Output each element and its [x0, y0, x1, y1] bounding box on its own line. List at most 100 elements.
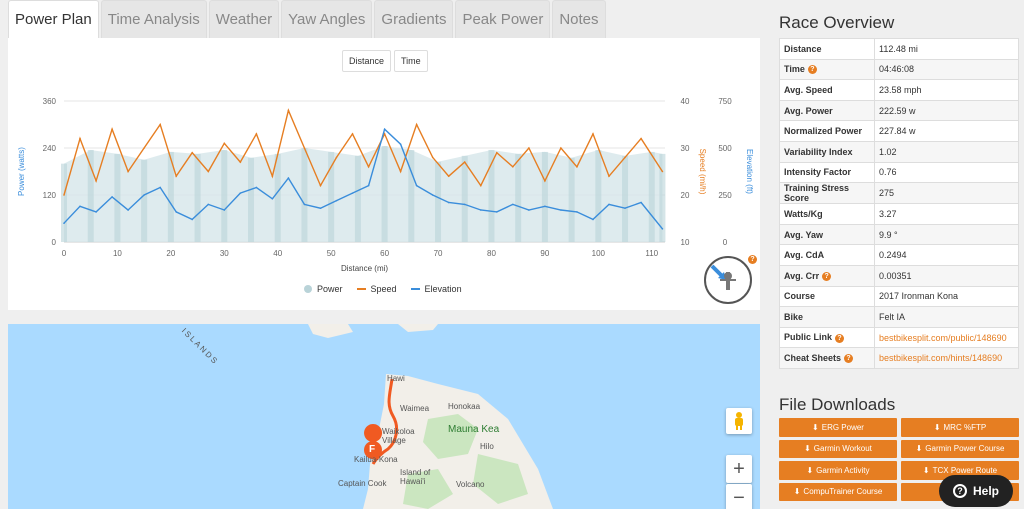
overview-row: Avg. Speed 23.58 mph: [779, 79, 1019, 101]
power-plan-chart-panel: Distance Time 0 120 240 360 10 20 30 40 0 250 500 7…: [8, 38, 760, 310]
speed-line-point: [95, 180, 97, 182]
speed-line-point: [399, 170, 402, 173]
help-icon[interactable]: ?: [835, 333, 845, 343]
legend-elevation-label: Elevation: [424, 284, 462, 294]
legend-power[interactable]: Power: [304, 284, 343, 294]
overview-value: 23.58 mph: [874, 79, 1019, 101]
axis-toggle: Distance Time: [342, 50, 428, 72]
speed-line-point: [287, 109, 290, 112]
speed-line-point: [592, 133, 594, 135]
distance-toggle-button[interactable]: Distance: [342, 50, 392, 72]
y-left-tick-label: 240: [43, 144, 57, 153]
legend-elevation-swatch: [410, 288, 420, 290]
overview-row: Variability Index 1.02: [779, 140, 1019, 163]
power-bar: [87, 149, 94, 242]
overview-key: Distance: [779, 38, 875, 60]
speed-line-point: [79, 137, 81, 140]
map-label-island: Island of Hawai'i: [400, 468, 431, 486]
tab-notes[interactable]: Notes: [552, 0, 606, 38]
tab-power-plan[interactable]: Power Plan: [8, 0, 99, 38]
tab-yaw-angles[interactable]: Yaw Angles: [281, 0, 373, 38]
help-icon[interactable]: ?: [822, 271, 832, 281]
download-button-label: CompuTrainer Course: [803, 487, 883, 497]
power-bar: [61, 163, 67, 242]
help-icon: ?: [952, 484, 967, 498]
wind-help-icon[interactable]: ?: [748, 255, 757, 264]
download-button[interactable]: ⬇ TCX Power Route: [901, 461, 1019, 480]
elevation-line-point: [287, 177, 290, 179]
download-button[interactable]: ⬇ Garmin Power Course: [901, 439, 1019, 458]
power-bar: [141, 159, 148, 242]
speed-line-point: [576, 166, 578, 168]
download-button-label: MRC %FTP: [943, 422, 987, 432]
help-icon[interactable]: ?: [844, 354, 854, 364]
wind-direction-icon[interactable]: [704, 256, 752, 304]
overview-key: Time?: [779, 58, 875, 81]
x-tick-label: 0: [62, 249, 67, 258]
power-bar: [595, 149, 602, 242]
power-bar: [488, 149, 495, 242]
time-toggle-button[interactable]: Time: [394, 50, 428, 72]
overview-link[interactable]: bestbikesplit.com/hints/148690: [879, 353, 1003, 364]
elevation-line-point: [512, 203, 514, 206]
overview-value: 222.59 w: [874, 99, 1019, 122]
course-map[interactable]: ISLANDS Hawi Honokaa Waimea Waikoloa Vil…: [8, 324, 760, 509]
overview-key: Avg. Power: [779, 99, 875, 122]
tab-peak-power[interactable]: Peak Power: [455, 0, 551, 38]
elevation-line-point: [63, 222, 65, 224]
finish-marker[interactable]: F: [369, 444, 376, 455]
overview-row: Avg. Power 222.59 w: [779, 99, 1019, 122]
speed-line-point: [335, 156, 338, 159]
download-button[interactable]: ⬇ MRC %FTP: [901, 418, 1019, 437]
download-button[interactable]: ⬇ Garmin Workout: [779, 439, 897, 458]
download-button[interactable]: ⬇ Garmin Activity: [779, 461, 897, 480]
overview-key: Intensity Factor: [779, 161, 875, 184]
help-icon[interactable]: ?: [807, 65, 817, 75]
power-bar: [301, 148, 308, 242]
x-tick-label: 20: [166, 249, 175, 258]
speed-line-point: [111, 128, 113, 130]
zoom-out-button[interactable]: −: [726, 484, 752, 509]
elevation-line-point: [223, 209, 226, 211]
overview-link[interactable]: bestbikesplit.com/public/148690: [879, 332, 1007, 343]
download-button[interactable]: ⬇ ERG Power: [779, 418, 897, 437]
speed-line-point: [479, 184, 482, 187]
speed-line-point: [512, 166, 514, 168]
power-bar: [248, 157, 255, 242]
overview-key: Watts/Kg: [779, 203, 875, 225]
power-bar: [221, 149, 228, 242]
tab-weather[interactable]: Weather: [208, 0, 280, 38]
help-button[interactable]: ? Help: [939, 475, 1013, 507]
power-bar: [659, 153, 666, 242]
x-axis-title: Distance (mi): [341, 264, 388, 273]
y-left-tick-label: 120: [43, 191, 57, 200]
speed-line-point: [463, 161, 466, 163]
overview-key-label: Training Stress Score: [784, 183, 850, 204]
elevation-line-point: [624, 207, 626, 209]
elevation-line-point: [175, 211, 178, 213]
power-bar: [408, 149, 415, 242]
tab-gradients[interactable]: Gradients: [374, 0, 454, 38]
speed-line-point: [367, 166, 370, 168]
elevation-line-point: [335, 199, 338, 202]
overview-key: Variability Index: [779, 140, 875, 163]
speed-line-point: [207, 170, 210, 173]
legend-elevation[interactable]: Elevation: [410, 284, 462, 294]
elevation-line-point: [415, 184, 418, 187]
speed-line-point: [528, 147, 530, 149]
overview-key-label: Time: [784, 64, 805, 75]
download-button[interactable]: ⬇ CompuTrainer Course: [779, 482, 897, 501]
overview-key: Course: [779, 285, 875, 308]
zoom-in-button[interactable]: +: [726, 455, 752, 483]
elevation-line-point: [447, 201, 450, 204]
overview-key-label: Avg. Power: [784, 105, 833, 116]
tab-time-analysis[interactable]: Time Analysis: [100, 0, 207, 38]
overview-value: 0.76: [874, 161, 1019, 184]
x-tick-label: 90: [540, 249, 549, 258]
street-view-pegman-icon[interactable]: [726, 408, 752, 434]
elevation-line-point: [431, 194, 434, 196]
legend-speed[interactable]: Speed: [356, 284, 397, 294]
overview-key-label: Distance: [784, 43, 822, 54]
elevation-line-point: [479, 209, 482, 211]
overview-value: 0.2494: [874, 244, 1019, 266]
